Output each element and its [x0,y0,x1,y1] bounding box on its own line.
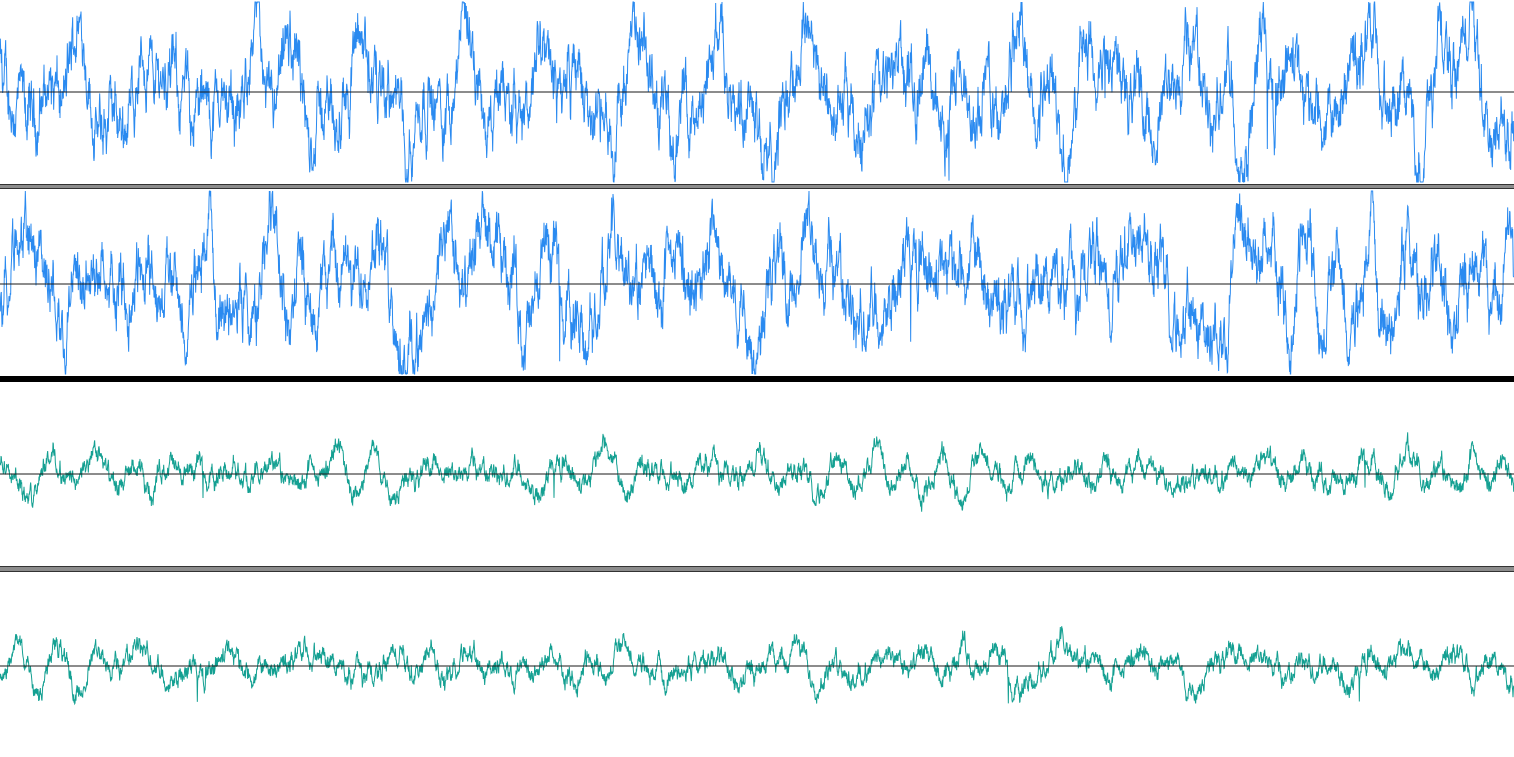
channel-separator [0,566,1514,572]
waveform [0,1,1514,183]
waveform [0,432,1514,512]
track-separator [0,376,1514,382]
waveform [0,190,1514,375]
waveform [0,626,1514,706]
channel-separator [0,184,1514,189]
